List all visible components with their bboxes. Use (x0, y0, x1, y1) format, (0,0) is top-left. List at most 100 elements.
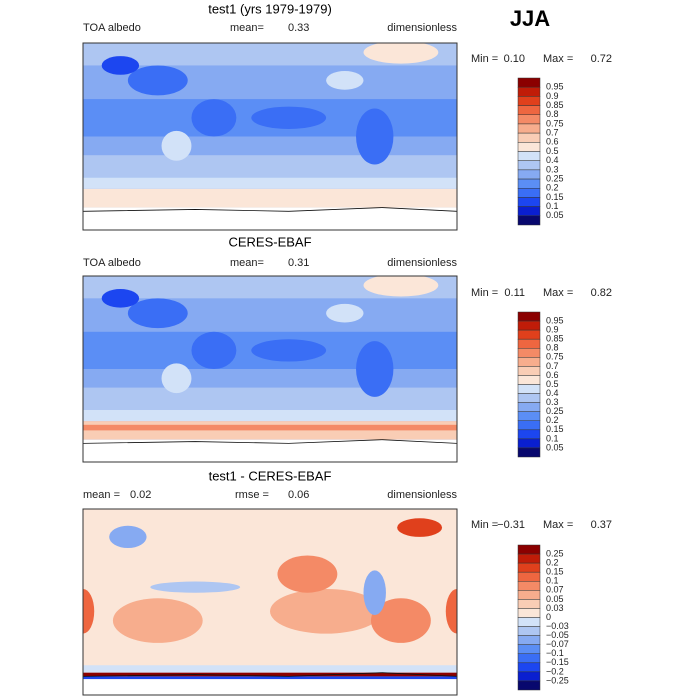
map-field (83, 665, 457, 673)
map-field (83, 676, 457, 680)
colorbar-box (517, 311, 541, 322)
colorbar-box (517, 151, 541, 161)
colorbar-label: 0.1 (546, 576, 559, 586)
colorbar-label: 0.6 (546, 370, 559, 380)
map-field (83, 439, 457, 462)
map (83, 509, 457, 695)
colorbar-box (517, 608, 541, 618)
map-field (83, 409, 457, 422)
colorbar-box (517, 393, 541, 403)
colorbar-label: 0.8 (546, 343, 559, 353)
colorbar-label: 0.7 (546, 361, 559, 371)
map-field (127, 65, 188, 96)
colorbar-label: 0.25 (546, 548, 564, 558)
colorbar-box (517, 348, 541, 358)
colorbar-label: 0.9 (546, 91, 559, 101)
map-field (363, 570, 386, 616)
map-field (101, 289, 140, 308)
panel-title: test1 (yrs 1979-1979) (208, 1, 332, 16)
colorbar-label: −0.05 (546, 630, 569, 640)
colorbar-box (517, 188, 541, 198)
colorbar-box (517, 142, 541, 152)
colorbar-box (517, 366, 541, 376)
map-field (251, 339, 327, 362)
map-field (363, 276, 439, 297)
colorbar-label: 0.1 (546, 201, 559, 211)
map-field (363, 43, 439, 64)
map-field (127, 298, 188, 329)
stat-value: 0.02 (130, 489, 151, 501)
colorbar-label: 0.6 (546, 137, 559, 147)
colorbar-label: −0.03 (546, 621, 569, 631)
colorbar-box (517, 402, 541, 412)
map-field (326, 71, 364, 90)
colorbar-box (517, 169, 541, 180)
colorbar-label: 0.2 (546, 558, 559, 568)
min-value: −0.31 (497, 519, 525, 531)
colorbar-box (517, 160, 541, 171)
map-field (83, 421, 457, 440)
map-field (150, 581, 241, 593)
units-label: dimensionless (387, 22, 457, 34)
colorbar-label: 0.15 (546, 192, 564, 202)
colorbar-label: 0.5 (546, 379, 559, 389)
stat-label: mean = (83, 489, 120, 501)
colorbar-label: 0.8 (546, 109, 559, 119)
map-field (191, 99, 237, 137)
colorbar-box (517, 215, 541, 226)
min-label: Min = (471, 53, 498, 65)
max-label: Max = (543, 53, 573, 65)
map-field (270, 588, 383, 634)
map-field (83, 588, 95, 634)
coastline (83, 207, 457, 212)
stat-label: rmse = (235, 489, 269, 501)
colorbar-box (517, 429, 541, 440)
variable-label: TOA albedo (83, 22, 141, 34)
min-label: Min = (471, 519, 498, 531)
map-field (326, 303, 364, 323)
map-field (161, 363, 192, 394)
colorbar-box (517, 581, 541, 591)
map-field (83, 679, 457, 695)
map-field (445, 588, 457, 634)
max-value: 0.37 (591, 519, 612, 531)
map-field (101, 56, 140, 75)
colorbar-label: −0.07 (546, 639, 569, 649)
map (83, 276, 457, 462)
colorbar-box (517, 384, 541, 394)
colorbar-box (517, 123, 541, 134)
colorbar-label: −0.25 (546, 675, 569, 685)
panel-title: CERES-EBAF (228, 234, 311, 249)
colorbar-label: 0.05 (546, 210, 564, 220)
map-field (83, 207, 457, 230)
colorbar-box (517, 375, 541, 385)
map-field (83, 276, 457, 299)
colorbar-label: 0.95 (546, 315, 564, 325)
colorbar-label: 0.03 (546, 603, 564, 613)
colorbar-box (517, 671, 541, 682)
colorbar-box (517, 653, 541, 664)
map-field (397, 518, 443, 537)
colorbar-label: 0.07 (546, 585, 564, 595)
max-label: Max = (543, 287, 573, 299)
colorbar-label: 0.7 (546, 128, 559, 138)
max-value: 0.82 (591, 287, 612, 299)
panel-title: test1 - CERES-EBAF (209, 468, 332, 483)
colorbar-label: 0.75 (546, 118, 564, 128)
colorbar-box (517, 411, 541, 421)
season-label: JJA (510, 6, 550, 31)
colorbar-box (517, 662, 541, 673)
map-field (83, 188, 457, 208)
colorbar-box (517, 178, 541, 189)
colorbar-label: 0.1 (546, 433, 559, 443)
colorbar-label: 0.25 (546, 406, 564, 416)
colorbar-box (517, 626, 541, 636)
colorbar-label: 0.4 (546, 388, 559, 398)
map-field (83, 424, 457, 431)
colorbar-box (517, 599, 541, 609)
colorbar-label: −0.2 (546, 666, 564, 676)
colorbar-box (517, 590, 541, 600)
stat-value: 0.31 (288, 257, 309, 269)
map-field (112, 598, 203, 643)
